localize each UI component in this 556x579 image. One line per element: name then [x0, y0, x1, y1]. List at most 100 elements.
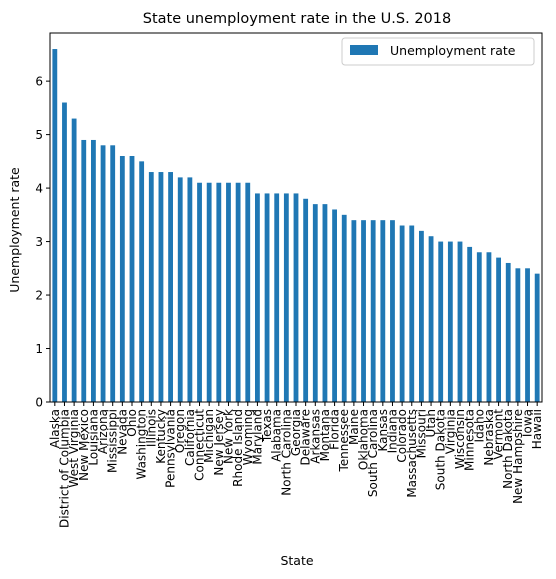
x-tick-label: New Jersey [212, 409, 226, 476]
x-tick-label: Colorado [395, 409, 409, 463]
plot-frame [49, 32, 543, 403]
bar [71, 118, 77, 402]
bar [457, 241, 463, 402]
x-tick-label: West Virginia [67, 409, 81, 488]
x-tick-label: Virginia [443, 409, 457, 454]
bar [100, 145, 106, 403]
bar [206, 182, 212, 402]
bar [447, 241, 453, 402]
x-tick-label: Alabama [270, 409, 284, 462]
bar [216, 182, 222, 402]
x-tick-label: Iowa [521, 409, 535, 437]
bar [148, 172, 154, 402]
bar [486, 252, 492, 402]
bar [264, 193, 270, 402]
bar [351, 220, 357, 402]
bar [399, 225, 405, 402]
x-tick-label: Idaho [472, 409, 486, 442]
bar [467, 246, 473, 402]
x-tick-label: Tennessee [337, 409, 351, 473]
x-tick-label: South Dakota [434, 409, 448, 490]
legend-swatch [350, 45, 378, 55]
x-tick-label: Wyoming [241, 409, 255, 465]
x-tick-label: Kentucky [154, 409, 168, 464]
x-tick-label: Connecticut [193, 409, 207, 481]
bar [158, 172, 164, 402]
x-tick-label: Maine [347, 409, 361, 445]
x-tick-label: Nevada [115, 409, 129, 455]
bar [110, 145, 116, 403]
bar [226, 182, 231, 402]
x-tick-label: Illinois [144, 409, 158, 447]
bar [341, 214, 347, 402]
x-tick-label: Arkansas [308, 409, 322, 464]
x-tick-label: North Carolina [279, 409, 293, 496]
bar [187, 177, 193, 402]
x-tick-label: New Mexico [77, 409, 91, 481]
legend-frame [341, 37, 535, 66]
x-tick-label: Oklahoma [357, 409, 371, 470]
bar [129, 156, 135, 402]
x-tick-label: Minnesota [463, 409, 477, 471]
bar [361, 220, 366, 402]
y-axis-label: Unemployment rate [7, 167, 22, 293]
bar [235, 182, 241, 402]
bar [409, 225, 415, 402]
bar [119, 156, 125, 402]
bar [428, 236, 434, 402]
bar [419, 230, 424, 402]
legend-label: Unemployment rate [390, 43, 516, 58]
x-tick-label: Alaska [48, 409, 62, 448]
y-tick-label: 4 [35, 182, 43, 196]
x-tick-label: Louisiana [86, 409, 100, 466]
bar [283, 193, 289, 402]
x-tick-label: Delaware [299, 409, 313, 466]
y-tick-label: 0 [35, 396, 43, 410]
x-tick-label: Rhode Island [231, 409, 245, 487]
x-tick-label: Washington [135, 409, 149, 480]
x-tick-label: Montana [318, 409, 332, 461]
y-tick-label: 2 [35, 289, 43, 303]
bar [303, 198, 309, 402]
bar [139, 161, 145, 402]
bar [293, 193, 299, 402]
x-tick-label: Oregon [173, 409, 187, 453]
bar [390, 220, 395, 402]
x-tick-label: Utah [424, 409, 438, 437]
bar [62, 102, 67, 403]
x-tick-label: New Hampshire [511, 409, 525, 504]
bar [505, 262, 511, 402]
bar [534, 273, 540, 402]
x-tick-label: Arizona [96, 409, 110, 454]
x-tick-label: Georgia [289, 409, 303, 456]
x-tick-label: Mississippi [106, 409, 120, 473]
bar [496, 257, 501, 402]
bars-layer [52, 49, 540, 403]
chart-title: State unemployment rate in the U.S. 2018 [143, 11, 451, 27]
x-tick-label: Pennsylvania [164, 409, 178, 488]
bar [245, 182, 251, 402]
legend: Unemployment rate [341, 37, 535, 66]
x-tick-label: Wisconsin [453, 409, 467, 469]
bar [255, 193, 260, 402]
x-tick-label: Ohio [125, 409, 139, 437]
bar [438, 241, 444, 402]
y-tick-label: 5 [35, 128, 43, 142]
bar [370, 220, 376, 402]
x-tick-label: Indiana [385, 409, 399, 453]
bar [312, 204, 318, 402]
bar [525, 268, 530, 402]
y-ticks: 0 1 2 3 4 5 6 [35, 75, 50, 410]
bar [91, 139, 96, 402]
y-tick-label: 6 [35, 75, 43, 89]
x-tick-label: California [183, 409, 197, 466]
x-tick-label: District of Columbia [57, 409, 71, 528]
bar [52, 49, 58, 402]
bar [81, 139, 87, 402]
bar [515, 268, 521, 402]
x-tick-label: Michigan [202, 409, 216, 463]
x-tick-label: Florida [328, 409, 342, 450]
